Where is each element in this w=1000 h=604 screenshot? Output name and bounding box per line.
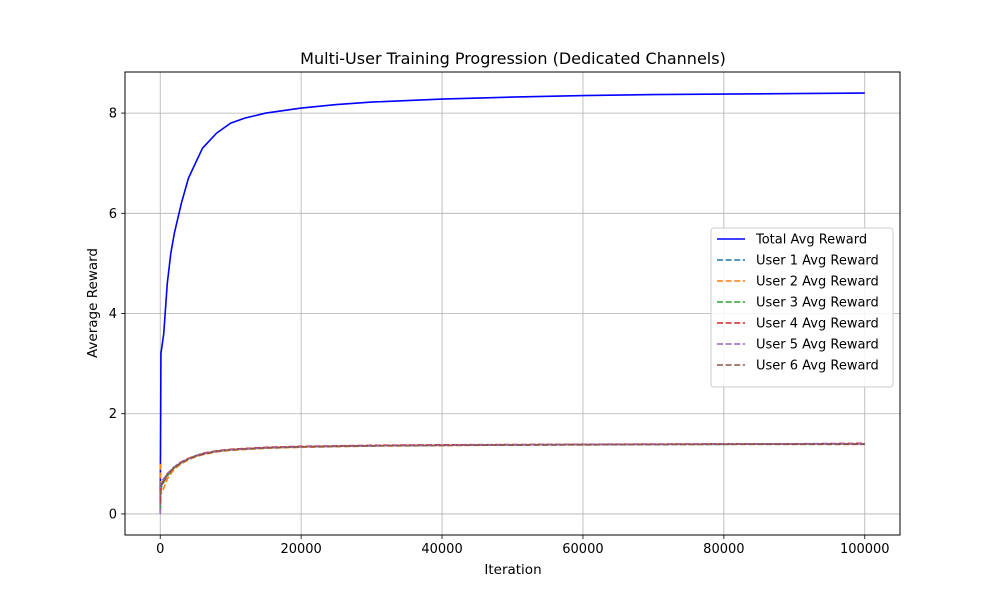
plot-area-frame xyxy=(124,71,901,536)
grid-lines xyxy=(125,72,900,535)
x-tick-label: 80000 xyxy=(703,542,744,557)
legend-label-6: User 5 Avg Reward xyxy=(756,338,879,353)
x-axis-label: Iteration xyxy=(484,562,541,578)
x-tick-label: 40000 xyxy=(421,542,462,557)
x-tick-label: 100000 xyxy=(840,542,890,557)
legend-label-2: User 1 Avg Reward xyxy=(756,254,879,269)
y-axis-label: Average Reward xyxy=(85,248,101,358)
series-line-7 xyxy=(159,443,865,504)
legend-label-7: User 6 Avg Reward xyxy=(756,359,879,374)
y-tick-label: 4 xyxy=(109,307,117,322)
legend-box xyxy=(710,227,894,388)
y-tick-label: 2 xyxy=(109,407,117,422)
legend-label-4: User 3 Avg Reward xyxy=(756,296,879,311)
legend-label-5: User 4 Avg Reward xyxy=(756,317,879,332)
legend: Total Avg Reward User 1 Avg Reward User 2 … xyxy=(710,227,894,388)
y-tick-label: 0 xyxy=(109,507,117,522)
x-axis-ticks: 0 20000 40000 60000 80000 100000 xyxy=(156,535,890,557)
y-axis-ticks: 0 2 4 6 8 xyxy=(109,107,125,522)
y-tick-label: 8 xyxy=(109,107,117,122)
legend-label-3: User 2 Avg Reward xyxy=(756,275,879,290)
series-line-1 xyxy=(159,92,865,512)
chart-title: Multi-User Training Progression (Dedicat… xyxy=(300,49,726,68)
x-tick-label: 60000 xyxy=(562,542,603,557)
x-tick-label: 0 xyxy=(156,542,164,557)
series-lines xyxy=(159,92,865,514)
legend-label-1: Total Avg Reward xyxy=(755,233,867,248)
y-tick-label: 6 xyxy=(109,207,117,222)
x-tick-label: 20000 xyxy=(280,542,321,557)
